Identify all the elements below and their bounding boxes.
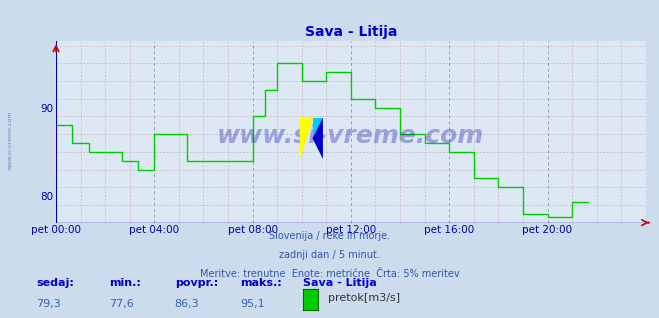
Text: www.si-vreme.com: www.si-vreme.com (8, 110, 13, 170)
Text: www.si-vreme.com: www.si-vreme.com (217, 124, 484, 148)
Text: 79,3: 79,3 (36, 299, 61, 309)
Text: zadnji dan / 5 minut.: zadnji dan / 5 minut. (279, 250, 380, 259)
Text: povpr.:: povpr.: (175, 278, 218, 288)
Text: pretok[m3/s]: pretok[m3/s] (328, 293, 400, 302)
Text: 95,1: 95,1 (241, 299, 265, 309)
Polygon shape (300, 118, 312, 159)
Text: Slovenija / reke in morje.: Slovenija / reke in morje. (269, 231, 390, 240)
Text: sedaj:: sedaj: (36, 278, 74, 288)
Polygon shape (312, 118, 323, 138)
Text: 77,6: 77,6 (109, 299, 134, 309)
Polygon shape (312, 118, 323, 159)
Text: maks.:: maks.: (241, 278, 282, 288)
Title: Sava - Litija: Sava - Litija (304, 25, 397, 39)
Text: Sava - Litija: Sava - Litija (303, 278, 377, 288)
Text: 86,3: 86,3 (175, 299, 199, 309)
Text: min.:: min.: (109, 278, 140, 288)
Text: Meritve: trenutne  Enote: metrične  Črta: 5% meritev: Meritve: trenutne Enote: metrične Črta: … (200, 269, 459, 279)
